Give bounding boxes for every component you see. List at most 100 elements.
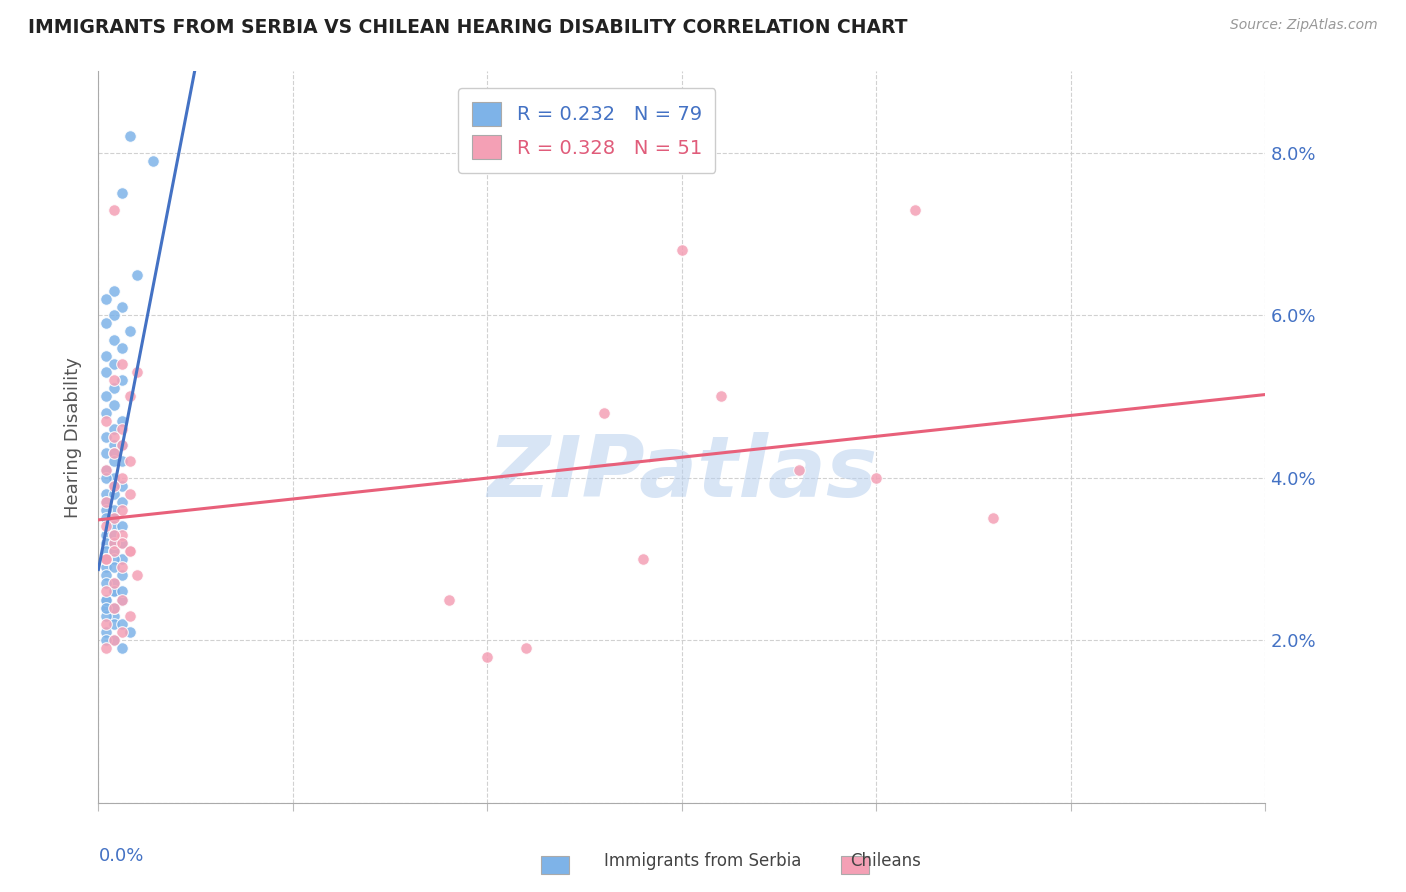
Point: [103, 519, 125, 533]
Point: [103, 422, 125, 436]
Point: [96, 511, 118, 525]
Point: [111, 592, 134, 607]
Point: [96, 462, 118, 476]
Point: [96, 617, 118, 632]
Point: [103, 535, 125, 549]
Point: [96, 495, 118, 509]
Point: [96, 600, 118, 615]
Point: [111, 592, 134, 607]
Point: [96, 600, 118, 615]
Point: [96, 584, 118, 599]
Point: [103, 608, 125, 623]
Point: [118, 487, 141, 501]
Point: [593, 406, 616, 420]
Point: [103, 398, 125, 412]
Point: [96, 552, 118, 566]
Point: [103, 576, 125, 591]
Point: [787, 462, 810, 476]
Point: [103, 511, 125, 525]
Point: [103, 503, 125, 517]
Point: [103, 454, 125, 468]
Point: [96, 552, 118, 566]
Point: [118, 608, 141, 623]
Point: [111, 560, 134, 574]
Point: [127, 365, 149, 379]
Point: [96, 406, 118, 420]
Point: [111, 568, 134, 582]
Point: [111, 438, 134, 452]
Point: [710, 389, 733, 403]
Point: [96, 292, 118, 306]
Point: [103, 633, 125, 648]
Point: [103, 600, 125, 615]
Point: [96, 495, 118, 509]
Point: [96, 568, 118, 582]
Point: [118, 544, 141, 558]
Point: [103, 633, 125, 648]
Point: [103, 511, 125, 525]
Point: [96, 625, 118, 640]
Point: [96, 535, 118, 549]
Point: [111, 300, 134, 314]
Legend: R = 0.232   N = 79, R = 0.328   N = 51: R = 0.232 N = 79, R = 0.328 N = 51: [458, 88, 716, 173]
Point: [103, 357, 125, 371]
Point: [111, 625, 134, 640]
Point: [103, 544, 125, 558]
Point: [111, 503, 134, 517]
Point: [103, 479, 125, 493]
Point: [515, 641, 537, 656]
Point: [111, 373, 134, 387]
Point: [103, 202, 125, 217]
Point: [111, 479, 134, 493]
Point: [103, 446, 125, 460]
Point: [904, 202, 927, 217]
Point: [96, 552, 118, 566]
Point: [96, 365, 118, 379]
Point: [118, 625, 141, 640]
Point: [96, 430, 118, 444]
Point: [96, 519, 118, 533]
Point: [103, 544, 125, 558]
Point: [103, 617, 125, 632]
Point: [111, 535, 134, 549]
Point: [118, 454, 141, 468]
Point: [111, 552, 134, 566]
Point: [111, 535, 134, 549]
Point: [103, 527, 125, 541]
Point: [142, 153, 165, 168]
Text: Immigrants from Serbia: Immigrants from Serbia: [605, 852, 801, 870]
Point: [111, 438, 134, 452]
Point: [103, 438, 125, 452]
Point: [103, 576, 125, 591]
Point: [103, 471, 125, 485]
Point: [437, 592, 460, 607]
Point: [103, 584, 125, 599]
Point: [127, 268, 149, 282]
Point: [96, 552, 118, 566]
Point: [103, 527, 125, 541]
Point: [96, 487, 118, 501]
Point: [118, 325, 141, 339]
Point: [111, 527, 134, 541]
Point: [96, 316, 118, 330]
Point: [96, 641, 118, 656]
Point: [111, 495, 134, 509]
Point: [111, 422, 134, 436]
Point: [981, 511, 1004, 525]
Point: [103, 487, 125, 501]
Point: [111, 471, 134, 485]
Point: [631, 552, 654, 566]
Point: [103, 584, 125, 599]
Point: [111, 341, 134, 355]
Point: [103, 600, 125, 615]
Point: [865, 471, 887, 485]
Point: [96, 349, 118, 363]
Point: [96, 462, 118, 476]
Point: [103, 446, 125, 460]
Text: ZIPatlas: ZIPatlas: [486, 432, 877, 516]
Point: [111, 357, 134, 371]
Point: [111, 617, 134, 632]
Point: [127, 568, 149, 582]
Point: [103, 373, 125, 387]
Point: [477, 649, 499, 664]
